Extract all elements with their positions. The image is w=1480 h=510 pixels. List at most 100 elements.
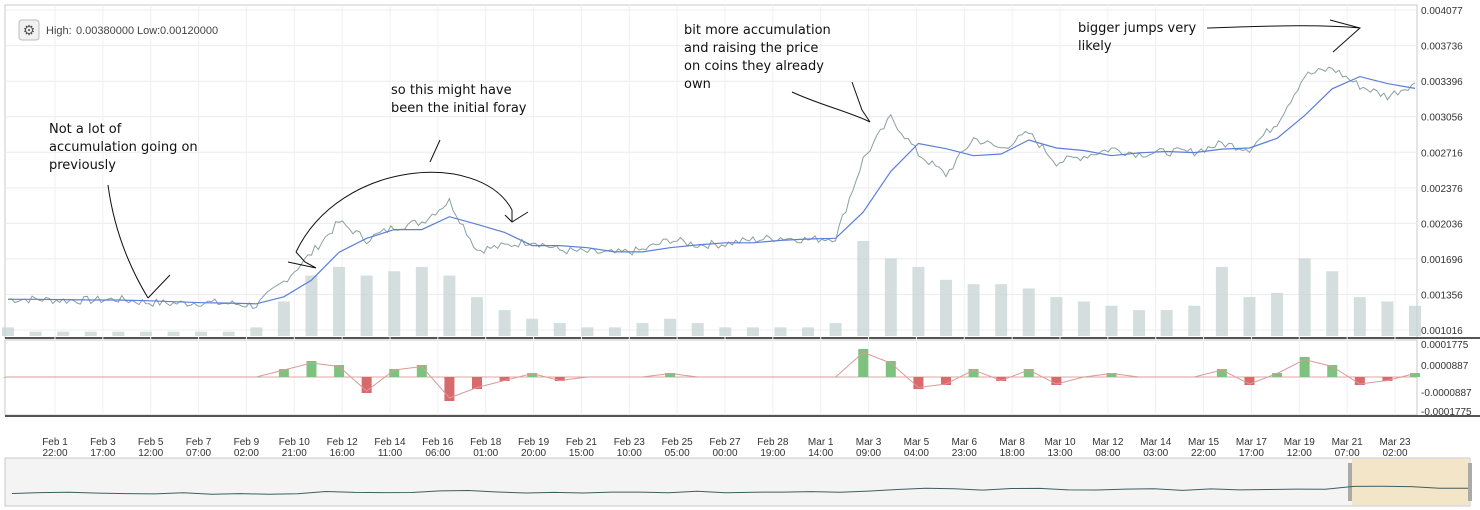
volume-bar <box>1409 305 1421 336</box>
x-tick-date: Mar 21 <box>1332 437 1364 448</box>
x-tick-date: Feb 16 <box>422 437 454 448</box>
volume-bar <box>1160 310 1173 336</box>
x-tick-date: Mar 10 <box>1044 437 1076 448</box>
price-tick-label: 0.001016 <box>1421 326 1463 337</box>
macd-bar <box>1354 377 1365 385</box>
macd-bar <box>1299 357 1310 377</box>
x-tick-date: Feb 14 <box>374 437 406 448</box>
annotation-3-line-2: and raising the price <box>684 41 818 56</box>
annotation-2-line-2: been the initial foray <box>391 101 527 116</box>
price-series <box>7 66 1416 309</box>
navigator-handle-left[interactable] <box>1348 463 1352 501</box>
x-tick-time: 12:00 <box>138 448 163 459</box>
volume-bar <box>912 266 925 336</box>
moving-average-line <box>8 75 1416 305</box>
volume-bar <box>581 327 594 336</box>
navigator[interactable] <box>4 457 1471 507</box>
x-tick-time: 17:00 <box>90 448 115 459</box>
macd-tick-label: -0.0000887 <box>1421 388 1472 399</box>
macd-bar <box>361 377 372 393</box>
annotation-2-line-1: so this might have <box>391 83 512 98</box>
navigator-handle-right[interactable] <box>1468 463 1472 501</box>
volume-bar <box>940 279 952 336</box>
price-tick-label: 0.003396 <box>1421 77 1463 88</box>
volume-bar <box>84 331 97 336</box>
annotation-2: so this might have been the initial fora… <box>287 83 529 269</box>
x-tick-time: 08:00 <box>1095 448 1120 459</box>
navigator-line <box>11 485 1469 495</box>
volume-bar <box>195 331 208 336</box>
price-line <box>7 66 1416 309</box>
volume-bar <box>222 331 235 336</box>
volume-bar <box>746 327 759 336</box>
macd-bar <box>1023 369 1034 377</box>
volume-bar <box>802 327 815 336</box>
macd-bar <box>885 361 896 377</box>
x-tick-date: Feb 18 <box>470 437 502 448</box>
volume-bar <box>995 284 1008 336</box>
price-tick-label: 0.002376 <box>1421 184 1463 195</box>
x-tick-time: 17:00 <box>1239 448 1264 459</box>
annotation-1-line-2: accumulation going on <box>49 140 198 155</box>
x-tick-time: 12:00 <box>1287 448 1312 459</box>
volume-bar <box>1215 266 1228 336</box>
main-panel <box>4 4 1418 339</box>
macd-line <box>8 351 1416 399</box>
macd-bar <box>665 373 676 377</box>
x-tick-date: Feb 1 <box>42 437 68 448</box>
macd-bar <box>416 365 427 377</box>
x-tick-time: 13:00 <box>1047 448 1072 459</box>
volume-bar <box>139 331 152 336</box>
navigator-series <box>11 485 1469 495</box>
x-tick-time: 23:00 <box>952 448 977 459</box>
macd-bar <box>941 377 951 385</box>
volume-bar <box>1022 288 1035 336</box>
x-tick-date: Feb 7 <box>186 437 212 448</box>
high-label: High: <box>46 25 72 37</box>
price-tick-label: 0.001696 <box>1421 255 1463 266</box>
price-axis: 0.004077 0.003736 0.003396 0.003056 0.002716… <box>1421 6 1463 337</box>
x-tick-date: Feb 9 <box>234 437 260 448</box>
navigator-selection[interactable] <box>1352 459 1470 505</box>
annotation-4-line-2: likely <box>1078 39 1112 54</box>
x-tick-date: Mar 14 <box>1140 437 1172 448</box>
volume-bar <box>608 327 621 336</box>
macd-axis: 0.0001775 0.0000887 -0.0000887 -0.0001775 <box>1421 340 1472 418</box>
volume-bar <box>250 327 263 336</box>
volume-bar <box>1381 301 1394 336</box>
x-tick-date: Feb 5 <box>138 437 164 448</box>
annotation-1-line-3: previously <box>49 158 116 173</box>
volume-bar <box>967 284 980 336</box>
x-tick-time: 16:00 <box>330 448 355 459</box>
macd-bar <box>968 369 979 377</box>
volume-bar <box>691 323 704 336</box>
x-tick-time: 03:00 <box>1143 448 1168 459</box>
macd-bar <box>858 349 869 377</box>
high-value: 0.00380000 <box>76 25 134 37</box>
macd-bar <box>389 369 400 377</box>
price-tick-label: 0.003736 <box>1421 42 1463 53</box>
gear-icon[interactable]: ⚙ <box>23 22 36 38</box>
macd-bar <box>1244 377 1255 385</box>
volume-bar <box>415 266 428 336</box>
macd-bar <box>306 361 317 377</box>
x-tick-date: Mar 23 <box>1379 437 1411 448</box>
x-tick-time: 18:00 <box>1000 448 1025 459</box>
volume-bar <box>167 331 180 336</box>
x-tick-date: Feb 25 <box>662 437 694 448</box>
gridlines <box>5 5 1417 415</box>
settings-button[interactable] <box>18 19 40 41</box>
x-tick-date: Mar 17 <box>1236 437 1268 448</box>
macd-bar <box>996 377 1007 381</box>
volume-bar <box>1298 258 1311 336</box>
x-tick-time: 21:00 <box>282 448 307 459</box>
macd-tick-label: -0.0001775 <box>1421 407 1472 418</box>
x-tick-time: 06:00 <box>425 448 450 459</box>
volume-bar <box>333 266 346 336</box>
price-tick-label: 0.002716 <box>1421 148 1463 159</box>
x-tick-time: 01:00 <box>473 448 498 459</box>
x-tick-time: 22:00 <box>42 448 67 459</box>
macd-bar <box>913 377 924 389</box>
volume-bar <box>1271 292 1284 336</box>
